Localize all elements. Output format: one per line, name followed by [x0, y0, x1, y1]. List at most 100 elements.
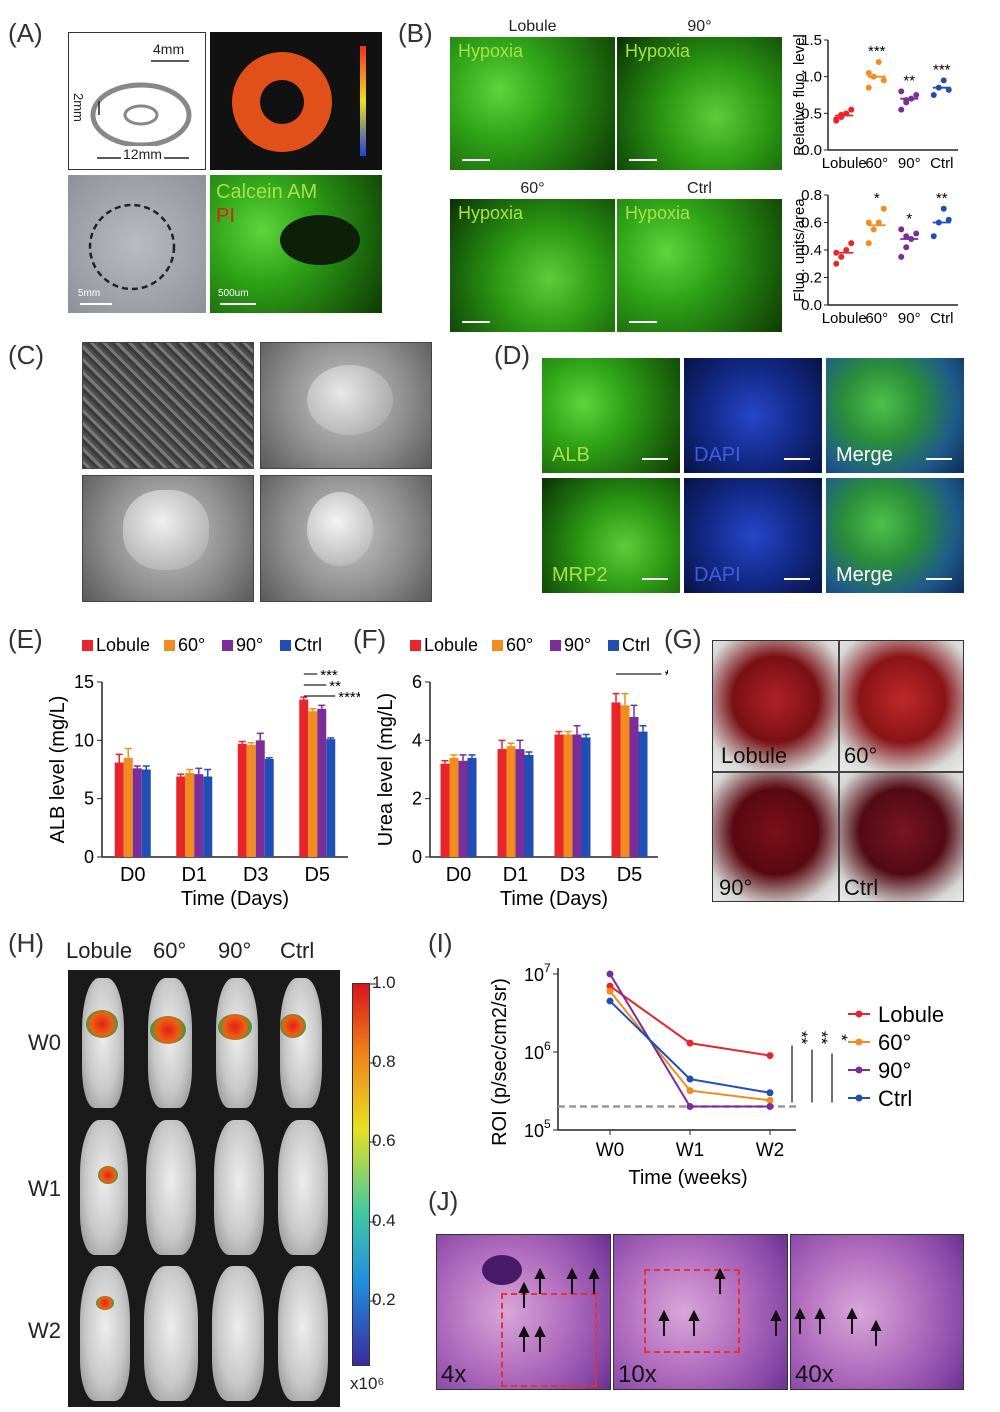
data-point: [833, 260, 840, 267]
scale-bar-5mm: [80, 303, 112, 305]
y-tick-label: 4: [412, 730, 422, 750]
y-tick-label: 0.6: [801, 215, 822, 232]
mouse: [80, 1120, 128, 1255]
scale-bar: [462, 159, 490, 161]
y-tick-label: 0.0: [801, 297, 822, 314]
explant-60: 60°: [840, 641, 963, 771]
scale-bar: [784, 578, 810, 580]
mouse: [144, 1266, 198, 1401]
if-image-mrp2: MRP2: [542, 478, 680, 593]
arrow-icon: [870, 1319, 882, 1346]
hypoxia-image-60: Hypoxia: [450, 199, 615, 332]
explant-label-ctrl: Ctrl: [844, 875, 879, 900]
explant-label-60: 60°: [844, 743, 878, 768]
bar: [563, 734, 573, 857]
x-tick-label: D5: [304, 864, 330, 886]
legend-label: 60°: [178, 635, 205, 655]
legend-marker: [855, 1066, 863, 1074]
legend-marker: [855, 1010, 863, 1018]
significance-mark: **: [329, 678, 341, 695]
data-point: [903, 244, 910, 251]
bar: [497, 749, 507, 857]
legend-marker: [855, 1094, 863, 1102]
data-point: [843, 247, 850, 253]
data-point: [875, 219, 882, 226]
mag-label-10x: 10x: [618, 1361, 657, 1388]
mouse: [82, 978, 124, 1108]
x-axis-label: Time (Days): [181, 888, 289, 910]
ivis-row-w2: W2: [28, 1318, 61, 1343]
bar: [326, 739, 336, 857]
x-tick-label: D0: [120, 864, 146, 886]
he-arrows-svg: [518, 1267, 882, 1352]
data-point: [945, 216, 952, 223]
stain-calcein: Calcein AM: [216, 181, 318, 203]
arrow-icon: [658, 1309, 670, 1336]
ivis-colorbar: [352, 983, 370, 1366]
y-tick-label: 10: [524, 965, 544, 985]
y-tick-label: 0: [412, 847, 422, 867]
colorbar-tick-04: 0.4: [372, 1211, 396, 1230]
y-tick-label: 1.5: [801, 32, 822, 49]
panel-label-d: (D): [494, 340, 531, 370]
legend-label: Ctrl: [878, 1086, 912, 1111]
bar: [467, 757, 477, 857]
colorbar-tick-1: 1.0: [372, 973, 396, 992]
he-image-4x: 4x: [436, 1234, 611, 1390]
significance-mark: ***: [868, 43, 886, 60]
bar: [554, 734, 564, 857]
bar: [638, 731, 648, 857]
scaffold-drawing: 4mm 2mm 12mm: [68, 32, 206, 170]
scale-bar: [642, 458, 668, 460]
sem-image-2: [260, 342, 432, 469]
arrow-icon: [518, 1281, 530, 1308]
if-image-dapi-1: DAPI: [684, 358, 822, 473]
bar: [203, 776, 213, 857]
y-tick-label: 2: [412, 789, 422, 809]
colorbar-tick-08: 0.8: [372, 1052, 396, 1071]
y-axis-label: Urea level (mg/L): [375, 693, 397, 846]
scale-bar: [462, 321, 490, 323]
x-tick-label: W0: [596, 1140, 625, 1161]
if-image-alb: ALB: [542, 358, 680, 473]
data-point: [940, 205, 947, 212]
if-label-merge-1: Merge: [836, 444, 893, 466]
bar: [185, 773, 195, 857]
legend-label: 60°: [506, 635, 533, 655]
sem-image-3: [82, 475, 254, 602]
bar: [515, 749, 525, 857]
arrow-icon: [794, 1307, 806, 1334]
explant-lobule: Lobule: [713, 641, 838, 771]
dim-12mm: 12mm: [121, 146, 164, 162]
x-tick-label: Lobule: [822, 310, 867, 327]
mouse: [212, 1266, 264, 1401]
scaffold-photo: 5mm: [68, 175, 206, 313]
ivis-row-w1: W1: [28, 1176, 61, 1201]
mouse: [278, 1266, 328, 1401]
bar: [114, 762, 124, 857]
explant-ctrl: Ctrl: [840, 773, 963, 901]
sem-image-1: [82, 342, 254, 469]
arrow-icon: [518, 1325, 530, 1352]
significance-mark: **: [812, 1031, 831, 1045]
luminescence-spot: [280, 1014, 306, 1038]
hypoxia-title-60: 60°: [520, 180, 545, 197]
panel-label-g: (G): [664, 624, 702, 654]
data-point: [898, 253, 905, 260]
y-tick-label: 0: [84, 847, 94, 867]
significance-mark: ***: [320, 667, 338, 684]
data-point: [870, 226, 877, 233]
y-tick-exponent: 6: [544, 1039, 551, 1053]
arrow-icon: [534, 1325, 546, 1352]
data-point: [865, 240, 872, 247]
data-point: [898, 106, 905, 113]
arrow-icon: [846, 1307, 858, 1334]
scan-center: [260, 80, 304, 124]
x-axis-label: Time (Days): [500, 888, 608, 910]
sem-image-4: [260, 475, 432, 602]
he-image-40x: 40x: [790, 1234, 964, 1390]
data-point: [606, 997, 614, 1005]
data-point: [880, 205, 887, 212]
scale-bar: [926, 578, 952, 580]
data-point: [606, 982, 614, 990]
